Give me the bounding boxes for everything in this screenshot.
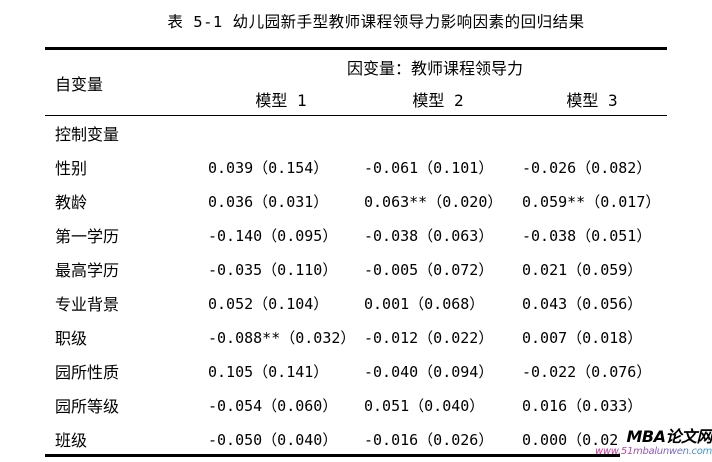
cell-model1: 0.036（0.031）	[208, 192, 329, 211]
cell-model3: -0.038（0.051）	[522, 226, 652, 245]
row-label: 职级	[55, 329, 88, 348]
header-model-2: 模型 2	[412, 91, 464, 110]
row-label: 性别	[55, 159, 88, 178]
cell-model3: 0.059**（0.017）	[522, 192, 661, 211]
cell-model2: -0.038（0.063）	[364, 226, 494, 245]
cell-model3: 0.021（0.059）	[522, 260, 643, 279]
cell-model2: 0.001（0.068）	[364, 294, 485, 313]
cell-model2: -0.005（0.072）	[364, 260, 494, 279]
row-label: 园所性质	[55, 363, 120, 382]
table-row: 控制变量	[45, 116, 667, 150]
cell-model3: 0.016（0.033）	[522, 396, 643, 415]
row-label: 教龄	[55, 193, 88, 212]
header-model-3: 模型 3	[566, 91, 618, 110]
table-row: 职级 -0.088**（0.032） -0.012（0.022） 0.007（0…	[45, 320, 667, 354]
watermark-site-url-link[interactable]: www.51mbalunwen.com	[595, 446, 712, 457]
cell-model1: 0.052（0.104）	[208, 294, 329, 313]
cell-model1: -0.140（0.095）	[208, 226, 338, 245]
cell-model1: -0.050（0.040）	[208, 430, 338, 449]
cell-model3: -0.026（0.082）	[522, 158, 652, 177]
row-label: 园所等级	[55, 397, 120, 416]
table-row: 班级 -0.050（0.040） -0.016（0.026） 0.000（0.0…	[45, 422, 667, 456]
regression-results-table: 自变量 因变量：教师课程领导力 模型 1 模型 2 模型 3 控制变量 性别 0…	[45, 47, 667, 457]
cell-model3: 0.000（0.021）	[522, 430, 643, 449]
table-title: 表 5-1 幼儿园新手型教师课程领导力影响因素的回归结果	[167, 13, 585, 31]
row-label: 班级	[55, 431, 88, 450]
row-label: 最高学历	[55, 261, 120, 280]
header-dependent-group: 因变量：教师课程领导力 模型 1 模型 2 模型 3	[203, 50, 667, 115]
cell-model2: 0.063**（0.020）	[364, 192, 503, 211]
row-label: 专业背景	[55, 295, 120, 314]
watermark: MBA论文网 www.51mbalunwen.com	[595, 427, 712, 462]
table-row: 园所性质 0.105（0.141） -0.040（0.094） -0.022（0…	[45, 354, 667, 388]
table-row: 第一学历 -0.140（0.095） -0.038（0.063） -0.038（…	[45, 218, 667, 252]
header-dependent-variable: 因变量：教师课程领导力	[346, 58, 523, 78]
cell-model2: -0.040（0.094）	[364, 362, 494, 381]
cell-model1: 0.105（0.141）	[208, 362, 329, 381]
cell-model3: 0.043（0.056）	[522, 294, 643, 313]
cell-model3: -0.022（0.076）	[522, 362, 652, 381]
table-header: 自变量 因变量：教师课程领导力 模型 1 模型 2 模型 3	[45, 50, 667, 116]
row-label: 第一学历	[55, 227, 120, 246]
row-label: 控制变量	[55, 125, 120, 144]
table-row: 最高学历 -0.035（0.110） -0.005（0.072） 0.021（0…	[45, 252, 667, 286]
table-row: 教龄 0.036（0.031） 0.063**（0.020） 0.059**（0…	[45, 184, 667, 218]
cell-model1: -0.088**（0.032）	[208, 328, 356, 347]
cell-model2: -0.061（0.101）	[364, 158, 494, 177]
table-row: 专业背景 0.052（0.104） 0.001（0.068） 0.043（0.0…	[45, 286, 667, 320]
table-body: 控制变量 性别 0.039（0.154） -0.061（0.101） -0.02…	[45, 116, 667, 456]
header-model-columns: 模型 1 模型 2 模型 3	[203, 83, 667, 115]
header-independent-variable: 自变量	[55, 74, 104, 94]
cell-model1: -0.035（0.110）	[208, 260, 338, 279]
cell-model3: 0.007（0.018）	[522, 328, 643, 347]
cell-model2: -0.012（0.022）	[364, 328, 494, 347]
table-row: 园所等级 -0.054（0.060） 0.051（0.040） 0.016（0.…	[45, 388, 667, 422]
watermark-site-name: MBA论文网	[626, 427, 712, 446]
header-model-1: 模型 1	[255, 91, 307, 110]
table-row: 性别 0.039（0.154） -0.061（0.101） -0.026（0.0…	[45, 150, 667, 184]
cell-model1: -0.054（0.060）	[208, 396, 338, 415]
cell-model2: -0.016（0.026）	[364, 430, 494, 449]
cell-model1: 0.039（0.154）	[208, 158, 329, 177]
cell-model2: 0.051（0.040）	[364, 396, 485, 415]
